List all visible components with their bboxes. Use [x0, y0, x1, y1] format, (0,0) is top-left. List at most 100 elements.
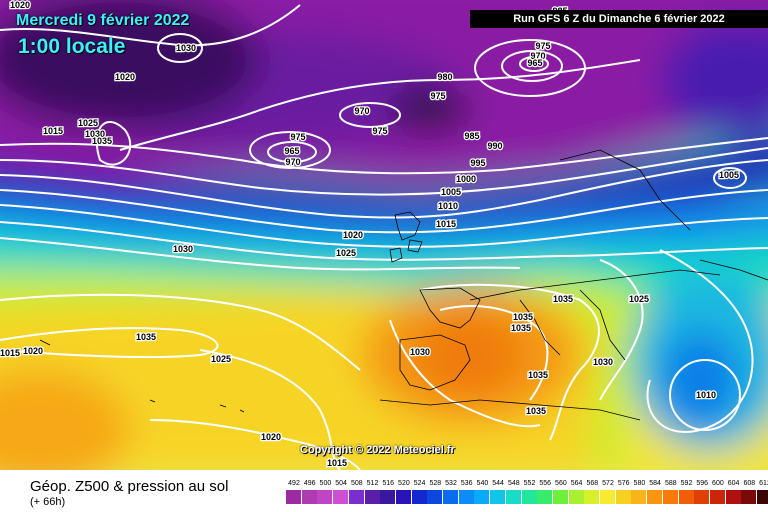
isobar-label: 1030 [85, 129, 105, 139]
coastlines [39, 149, 768, 421]
legend-label: 600 [712, 480, 724, 487]
legend-swatch [458, 490, 475, 504]
isobar-label: 970 [354, 106, 369, 116]
isobar-label: 1015 [43, 126, 63, 136]
isobar-label: 1035 [511, 323, 531, 333]
legend-label: 500 [319, 480, 332, 487]
geopotential-field [0, 0, 768, 470]
legend-label: 504 [335, 480, 347, 487]
isobar-label: 1000 [456, 174, 476, 184]
forecast-date: Mercredi 9 février 2022 [16, 12, 190, 29]
legend-swatch [757, 490, 768, 504]
isobar-label: 965 [527, 58, 542, 68]
isobar-label: 965 [284, 146, 299, 156]
isobar-label: 1030 [176, 43, 196, 53]
isobar-lines [0, 4, 768, 470]
legend-swatch [631, 490, 648, 504]
legend-swatch [694, 490, 711, 504]
legend-swatch [427, 490, 444, 504]
legend-swatch [568, 490, 585, 504]
legend-label: 608 [743, 480, 756, 487]
legend-label: 520 [398, 480, 410, 487]
legend-swatch [301, 490, 318, 504]
legend-swatch [364, 490, 381, 504]
legend-swatch [678, 490, 695, 504]
isobar-label: 1020 [115, 72, 135, 82]
legend-label: 532 [445, 480, 457, 487]
isobar-label: 1025 [211, 354, 231, 364]
forecast-time: 1:00 locale [18, 35, 126, 58]
legend-swatch [615, 490, 632, 504]
isobar-label: 1030 [593, 357, 613, 367]
legend-swatch [411, 490, 428, 504]
legend-label: 612 [759, 480, 768, 487]
isobar-label: 975 [290, 132, 305, 142]
isobar-label: 1035 [553, 294, 573, 304]
legend-label: 548 [507, 480, 520, 487]
isobar-label: 1005 [719, 170, 739, 180]
legend-swatch [395, 490, 412, 504]
legend-label: 584 [649, 480, 661, 487]
legend-swatch [333, 490, 350, 504]
isobar-label: 970 [285, 157, 300, 167]
isobar-label: 1015 [436, 219, 456, 229]
legend-label: 572 [602, 480, 614, 487]
legend-label: 604 [727, 480, 740, 487]
legend-label: 592 [680, 480, 693, 487]
legend-swatch [505, 490, 522, 504]
legend-swatch [662, 490, 679, 504]
isobar-label: 985 [464, 131, 479, 141]
run-info: Run GFS 6 Z du Dimanche 6 février 2022 [470, 10, 768, 28]
isobar-label: 975 [535, 41, 550, 51]
map-canvas: 1020103010201025101510301035975970965985… [0, 0, 768, 470]
legend-swatch [584, 490, 601, 504]
isobar-label: 1035 [526, 406, 546, 416]
legend-swatch [725, 490, 742, 504]
legend-label: 512 [366, 480, 379, 487]
legend-label: 492 [288, 480, 300, 487]
isobar-label: 1035 [136, 332, 156, 342]
isobar-label: 1035 [528, 370, 548, 380]
isobar-label: 995 [470, 158, 485, 168]
isobar-label: 1020 [343, 230, 363, 240]
legend-label: 556 [539, 480, 552, 487]
legend-label: 552 [523, 480, 536, 487]
legend-swatch [600, 490, 616, 504]
legend-swatch [380, 490, 397, 504]
legend-swatch [474, 490, 491, 504]
legend-label: 536 [460, 480, 473, 487]
legend-swatch [490, 490, 507, 504]
isobar-label: 1025 [629, 294, 649, 304]
legend-label: 596 [696, 480, 709, 487]
legend-swatch [537, 490, 554, 504]
isobar-label: 1010 [696, 390, 716, 400]
legend-label: 560 [555, 480, 567, 487]
isobar-label: 975 [430, 91, 445, 101]
isobar-label: 990 [487, 141, 502, 151]
isobar-label: 975 [372, 126, 387, 136]
isobar-label: 1015 [327, 458, 347, 468]
isobar-label: 1035 [92, 136, 112, 146]
isobar-label: 1015 [0, 348, 20, 358]
isobar-label: 970 [530, 51, 545, 61]
legend-swatch [709, 490, 726, 504]
legend-swatch [443, 490, 459, 504]
legend-label: 564 [570, 480, 583, 487]
legend-swatch [286, 490, 302, 504]
map-title: Géop. Z500 & pression au sol [30, 478, 229, 495]
isobar-label: 1025 [78, 118, 98, 128]
isobar-labels: 1020103010201025101510301035975970965985… [0, 0, 740, 469]
legend-label: 524 [413, 480, 426, 487]
legend-swatch [741, 490, 758, 504]
isobar-label: 1020 [10, 0, 30, 10]
isobar-label: 1020 [23, 346, 43, 356]
legend-swatch [317, 490, 334, 504]
legend-label: 528 [429, 480, 442, 487]
legend-swatch [552, 490, 569, 504]
isobar-label: 1010 [438, 201, 458, 211]
legend-label: 540 [476, 480, 489, 487]
isobar-label: 1020 [261, 432, 281, 442]
legend-label: 580 [633, 480, 646, 487]
legend-label: 568 [586, 480, 599, 487]
isobar-label: 1035 [513, 312, 533, 322]
